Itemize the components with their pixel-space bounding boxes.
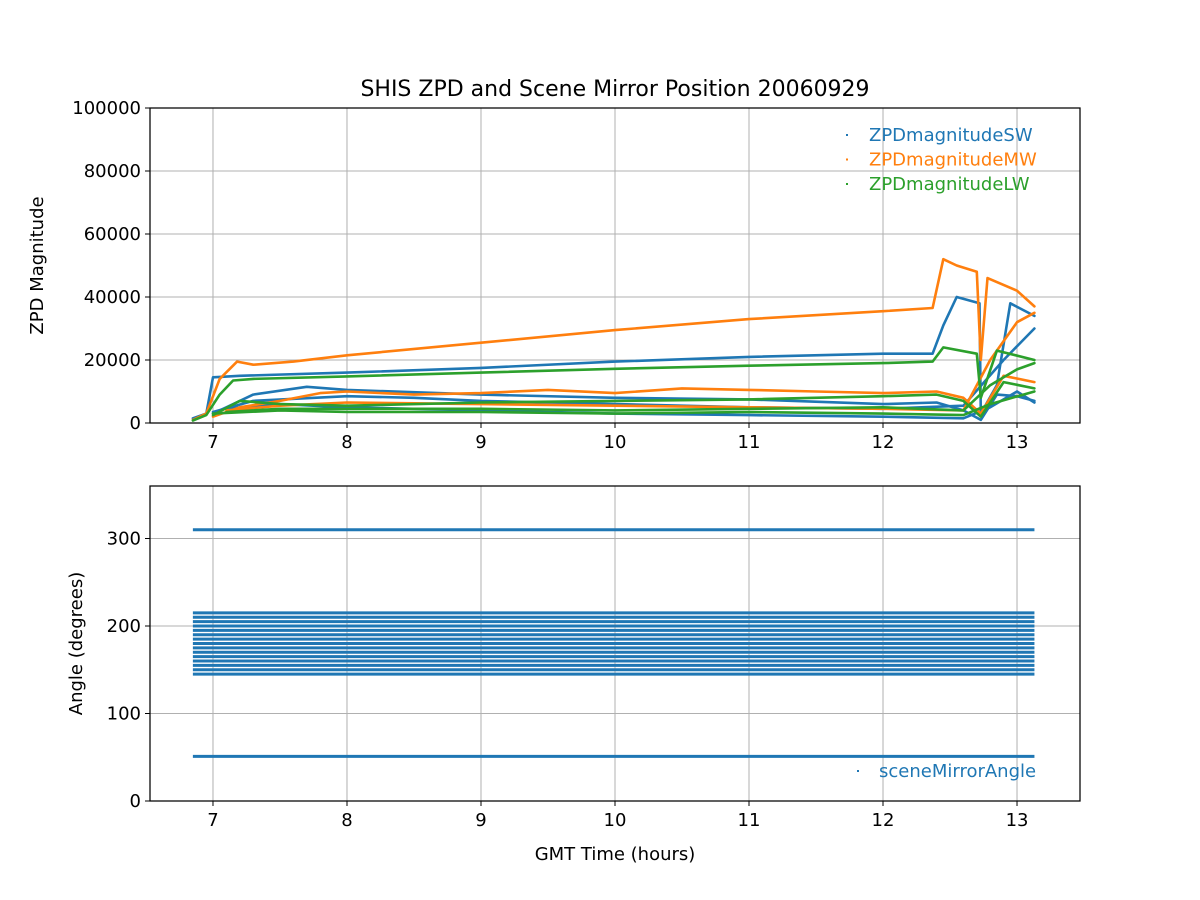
scenemirrorangle-legend-marker [857,770,859,772]
zpdmagnitudemw-trace [211,374,1036,419]
mirror-x-tick-label: 13 [1006,810,1029,831]
mirror-x-tick-label: 12 [872,810,895,831]
zpd-x-tick-label: 9 [475,432,486,453]
zpdmagnitudesw-legend-marker [846,134,848,136]
zpdmagnitudelw-trace [211,390,1036,417]
mirror-x-tick-label: 8 [341,810,352,831]
mirror-x-tick-label: 10 [604,810,627,831]
zpd-legend: ZPDmagnitudeSW ZPDmagnitudeMW ZPDmagnitude… [846,125,1037,195]
mirror-chart: 7 8 9 10 11 12 13 0 100 200 300 GMT Time (hours) A… [66,485,1081,865]
zpdmagnitudemw-trace [225,311,1036,412]
mirror-legend: sceneMirrorAngle [857,761,1036,782]
zpdmagnitudemw-legend-label: ZPDmagnitudeMW [869,150,1037,171]
chart-title: SHIS ZPD and Scene Mirror Position 20060… [360,77,869,102]
zpd-y-tick-label: 0 [130,413,141,434]
zpdmagnitudemw-trace [191,257,1036,422]
zpdmagnitudelw-trace [211,380,1036,419]
x-axis-label: GMT Time (hours) [535,844,696,865]
scenemirrorangle-legend-label: sceneMirrorAngle [879,761,1036,782]
zpdmagnitudesw-trace [211,327,1036,414]
zpd-x-tick-label: 11 [738,432,761,453]
zpd-x-tick-label: 12 [872,432,895,453]
zpd-y-axis-label: ZPD Magnitude [27,196,48,334]
zpd-ticks: 7 8 9 10 11 12 13 0 20000 40000 60000 80000 100000 [72,98,1028,453]
zpdmagnitudelw-trace [225,361,1036,414]
zpd-chart: 7 8 9 10 11 12 13 0 20000 40000 60000 80000 100000 S… [27,77,1081,453]
zpd-x-tick-label: 10 [604,432,627,453]
zpd-y-tick-label: 60000 [84,224,141,245]
zpd-y-tick-label: 40000 [84,287,141,308]
zpdmagnitudelw-legend-label: ZPDmagnitudeLW [869,174,1030,195]
zpdmagnitudemw-legend-marker [846,158,848,161]
zpd-series-group [191,257,1036,422]
zpdmagnitudesw-legend-label: ZPDmagnitudeSW [869,125,1033,146]
zpd-y-tick-label: 80000 [84,161,141,182]
mirror-ticks: 7 8 9 10 11 12 13 0 100 200 300 [107,529,1029,832]
mirror-y-tick-label: 100 [107,704,141,725]
mirror-x-tick-label: 7 [207,810,218,831]
zpdmagnitudelw-trace [191,346,1036,422]
mirror-x-tick-label: 9 [475,810,486,831]
mirror-y-tick-label: 200 [107,616,141,637]
mirror-y-axis-label: Angle (degrees) [66,572,87,715]
mirror-x-tick-label: 11 [738,810,761,831]
zpd-y-tick-label: 100000 [72,98,141,119]
zpdmagnitudelw-legend-marker [846,183,848,185]
mirror-series-group [192,528,1035,758]
mirror-y-tick-label: 300 [107,529,141,550]
zpd-x-tick-label: 7 [207,432,218,453]
mirror-y-tick-label: 0 [130,791,141,812]
zpd-x-tick-label: 8 [341,432,352,453]
zpd-y-tick-label: 20000 [84,350,141,371]
zpd-x-tick-label: 13 [1006,432,1029,453]
